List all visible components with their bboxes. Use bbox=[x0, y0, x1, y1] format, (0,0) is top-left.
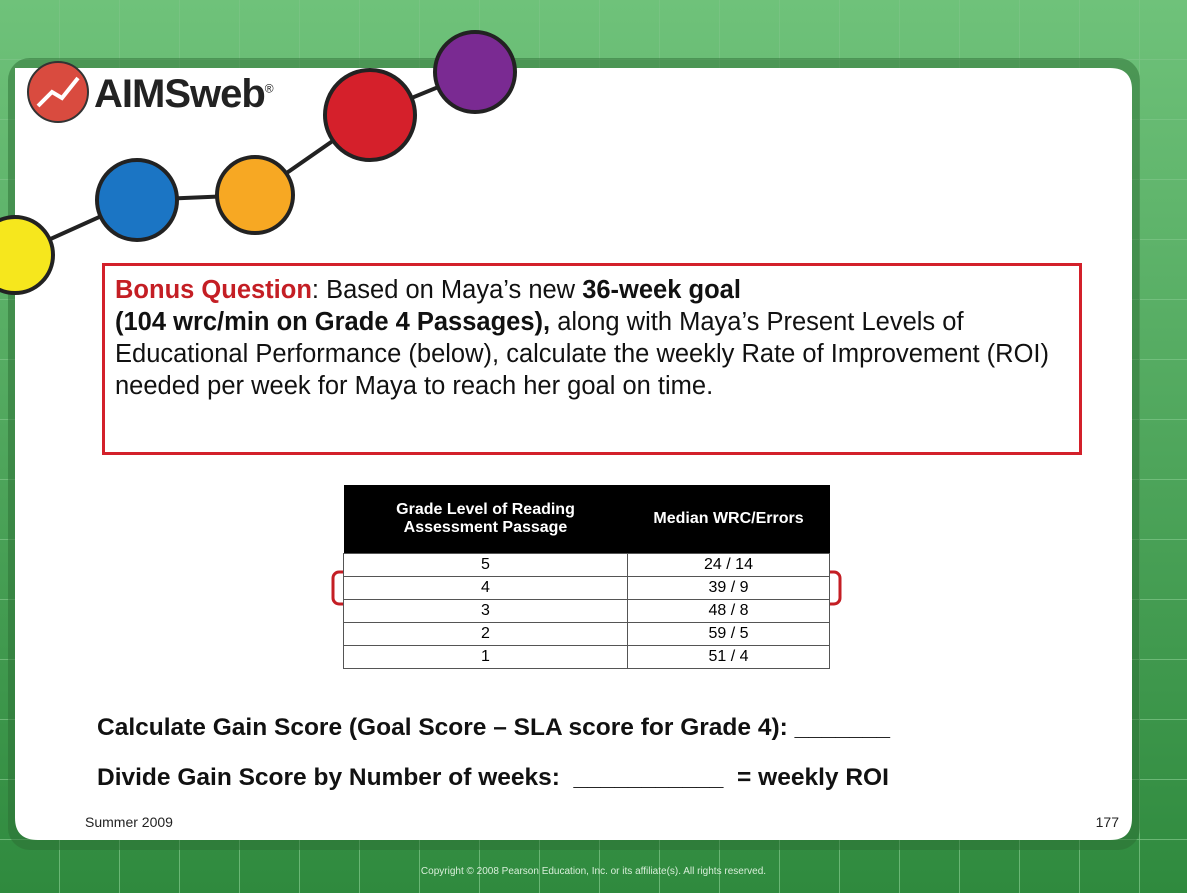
logo: AIMSweb® bbox=[94, 72, 273, 117]
question-box: Bonus Question: Based on Maya’s new 36-w… bbox=[102, 263, 1082, 455]
footer-date: Summer 2009 bbox=[85, 814, 173, 830]
table-cell: 1 bbox=[344, 646, 628, 669]
question-lead: Bonus Question bbox=[115, 276, 312, 304]
table-cell: 4 bbox=[344, 577, 628, 600]
table-header: Grade Level of Reading Assessment Passag… bbox=[344, 485, 628, 554]
table-cell: 51 / 4 bbox=[628, 646, 830, 669]
table-cell: 5 bbox=[344, 554, 628, 577]
table-cell: 59 / 5 bbox=[628, 623, 830, 646]
logo-mark: ® bbox=[265, 82, 273, 96]
page-number: 177 bbox=[1096, 814, 1119, 830]
question-goal: 36-week goal bbox=[582, 276, 741, 304]
question-text: : Based on Maya’s new bbox=[312, 276, 582, 304]
table-cell: 24 / 14 bbox=[628, 554, 830, 577]
calculation-line: Calculate Gain Score (Goal Score – SLA s… bbox=[97, 714, 890, 742]
table-cell: 2 bbox=[344, 623, 628, 646]
calculation-line: Divide Gain Score by Number of weeks: __… bbox=[97, 764, 889, 792]
table-cell: 48 / 8 bbox=[628, 600, 830, 623]
slide: AIMSweb® Bonus Question: Based on Maya’s… bbox=[0, 0, 1187, 893]
performance-table: Grade Level of Reading Assessment Passag… bbox=[343, 485, 830, 669]
table-cell: 39 / 9 bbox=[628, 577, 830, 600]
question-goal-detail: (104 wrc/min on Grade 4 Passages), bbox=[115, 308, 550, 336]
table-cell: 3 bbox=[344, 600, 628, 623]
logo-text: AIMSweb bbox=[94, 72, 265, 116]
copyright: Copyright © 2008 Pearson Education, Inc.… bbox=[0, 866, 1187, 877]
table-header: Median WRC/Errors bbox=[628, 485, 830, 554]
